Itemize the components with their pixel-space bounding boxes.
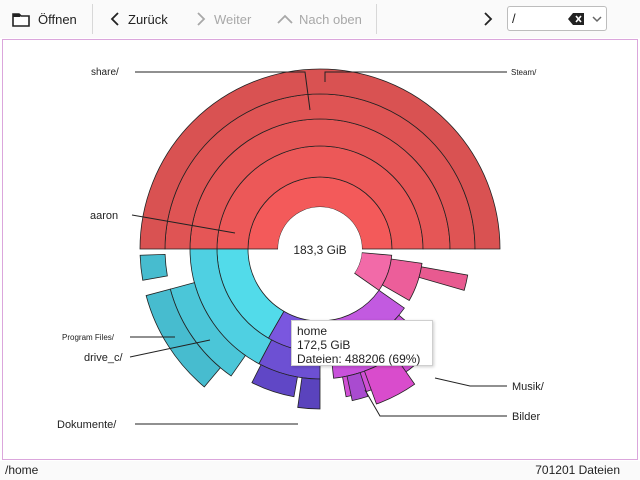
segment-cyan-small[interactable] (139, 253, 168, 281)
sunburst-view[interactable]: 183,3 GiB share/ Steam/ aaron Program Fi… (2, 39, 638, 460)
label-musik: Musik/ (512, 381, 545, 393)
clear-icon[interactable] (568, 13, 584, 25)
chevron-right-icon (484, 12, 493, 26)
label-aaron: aaron (90, 210, 118, 222)
open-label: Öffnen (38, 11, 77, 27)
segment-pink-ring-3[interactable] (418, 266, 469, 291)
tooltip-files: Dateien: 488206 (69%) (297, 352, 421, 366)
leader-drive-c (129, 339, 211, 358)
center-hole (278, 207, 362, 291)
label-share: share/ (91, 67, 119, 78)
chevron-left-icon (110, 12, 119, 26)
up-label: Nach oben (299, 11, 362, 27)
label-dokumente: Dokumente/ (57, 419, 117, 431)
forward-button[interactable]: Weiter (194, 6, 251, 32)
label-program-files: Program Files/ (62, 333, 115, 342)
leader-aaron (131, 214, 236, 234)
label-steam: Steam/ (511, 68, 537, 77)
status-path: /home (5, 463, 39, 477)
path-forward-button[interactable] (482, 6, 494, 32)
center-size-label: 183,3 GiB (293, 243, 346, 257)
leader-musik (434, 377, 507, 387)
label-drive-c: drive_c/ (84, 352, 123, 364)
segment-dokumente-ring-4[interactable] (297, 377, 321, 410)
toolbar-separator (376, 4, 377, 34)
path-input[interactable] (512, 10, 562, 27)
segment-program-files-ring[interactable] (145, 288, 221, 388)
leader-share (135, 71, 311, 111)
folder-icon (12, 13, 30, 27)
toolbar: Öffnen Zurück Weiter Nach oben (0, 0, 640, 38)
leader-steam (324, 71, 507, 82)
label-bilder: Bilder (512, 411, 540, 423)
tooltip-size: 172,5 GiB (297, 338, 351, 352)
segment-bilder-ring[interactable] (346, 372, 369, 402)
open-button[interactable]: Öffnen (12, 6, 77, 32)
back-button[interactable]: Zurück (108, 6, 168, 32)
hover-tooltip: home 172,5 GiB Dateien: 488206 (69%) (291, 320, 433, 366)
path-combobox[interactable] (507, 6, 607, 31)
chevron-down-icon[interactable] (592, 15, 602, 23)
up-button[interactable]: Nach oben (276, 6, 362, 32)
back-label: Zurück (128, 11, 168, 27)
sunburst-chart[interactable]: 183,3 GiB share/ Steam/ aaron Program Fi… (2, 39, 638, 460)
forward-label: Weiter (214, 11, 252, 27)
tooltip-name: home (297, 324, 328, 338)
segment-dokumente-ring-3[interactable] (251, 364, 298, 398)
leader-bilder (364, 389, 507, 417)
toolbar-separator (92, 4, 93, 34)
chevron-up-icon (277, 14, 293, 24)
status-bar: /home 701201 Dateien (0, 461, 640, 480)
chevron-right-icon (197, 12, 206, 26)
segment-red-ring-5[interactable] (139, 68, 501, 250)
status-file-count: 701201 Dateien (535, 463, 620, 477)
